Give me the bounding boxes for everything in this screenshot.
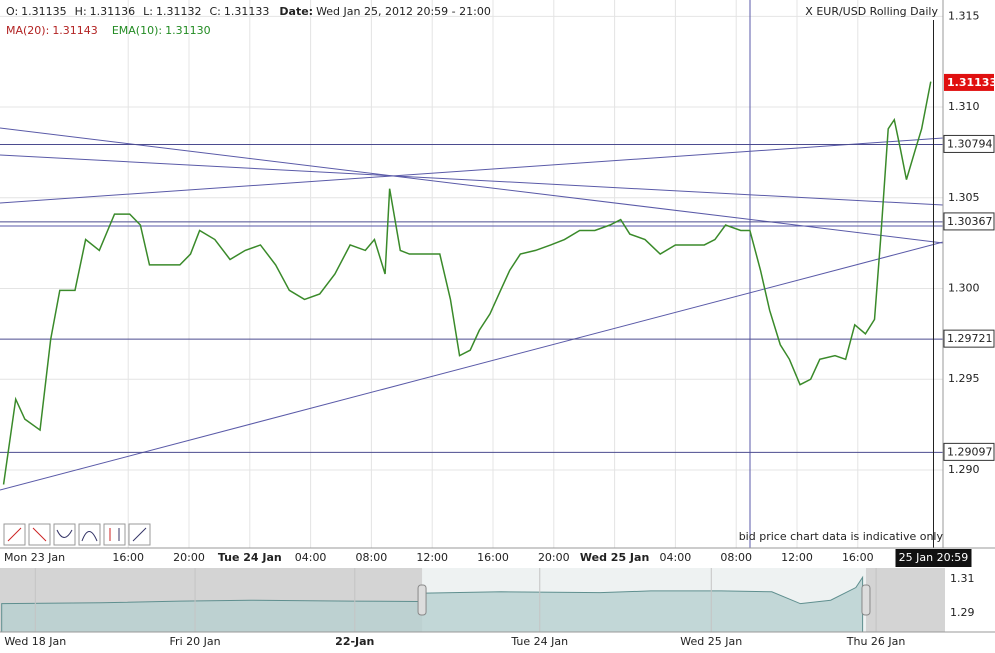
navigator-x-label: 22-Jan [335,635,374,648]
chart-title: X EUR/USD Rolling Daily [805,5,938,18]
y-tick-label: 1.295 [948,372,980,385]
level-tag [943,442,995,461]
ohlc-value: 1.31135 [21,5,67,18]
navigator-x-label: Tue 24 Jan [510,635,568,648]
navigator-x-label: Fri 20 Jan [170,635,221,648]
level-tag [943,329,995,348]
trend-line [0,127,944,244]
x-tick-label: 12:00 [781,551,813,564]
fib-tool-button[interactable] [103,523,126,546]
x-tick-label: 04:00 [295,551,327,564]
toolbar [3,523,151,546]
arrow-tool-button[interactable] [28,523,51,546]
indicator-legend: MA(20): 1.31143 EMA(10): 1.31130 [6,24,211,37]
trend-line [0,154,944,206]
navigator-y-label: 1.31 [950,572,975,585]
ohlc-label: O: [6,5,18,18]
navigator-handle[interactable] [417,584,427,616]
curve-tool-button[interactable] [53,523,76,546]
navigator-x-label: Thu 26 Jan [846,635,906,648]
plot [0,20,943,548]
grid [0,0,943,548]
y-tick-label: 1.305 [948,191,980,204]
cursor-tag [895,549,972,567]
arc-tool-button[interactable] [78,523,101,546]
ohlc-value: 1.31133 [224,5,270,18]
navigator-handle[interactable] [861,584,871,616]
x-tick-label: 16:00 [842,551,874,564]
navigator-x-label: Wed 18 Jan [4,635,66,648]
y-tick-label: 1.290 [948,463,980,476]
x-tick-label: 08:00 [720,551,752,564]
navigator-x-label: Wed 25 Jan [680,635,742,648]
price-label: 1.31133 [947,76,995,89]
level-label: 1.30794 [947,137,993,150]
x-tick-label: 20:00 [173,551,205,564]
level-tag [943,212,995,231]
navigator [1,568,877,633]
navigator-area [1,575,864,633]
level-label: 1.29097 [947,445,993,458]
indicator-label: EMA(10): [112,24,162,37]
ohlc-label: C: [210,5,221,18]
indicator-label: MA(20): [6,24,49,37]
x-tick-label: 12:00 [416,551,448,564]
ohlc-label: L: [143,5,153,18]
ohlc-value: 1.31136 [90,5,136,18]
x-tick-label: 04:00 [660,551,692,564]
cursor-label: 25 Jan 20:59 [899,551,969,564]
x-tick-label: 20:00 [538,551,570,564]
x-tick-label: 16:00 [477,551,509,564]
level-label: 1.29721 [947,332,993,345]
date-label: Date: [279,5,313,18]
indicator-value: 1.31130 [165,24,211,37]
x-tick-label: Wed 25 Jan [580,551,649,564]
trend-tool-button[interactable] [3,523,26,546]
footer-note: bid price chart data is indicative only [739,530,944,543]
level-tag [943,134,995,153]
trend-line [0,137,944,204]
percent-tool-button[interactable] [128,523,151,546]
x-tick-label: Tue 24 Jan [218,551,282,564]
ohlc-label: H: [75,5,87,18]
x-tick-label: 08:00 [356,551,388,564]
x-start-label: Mon 23 Jan [4,551,65,564]
trend-line [0,241,944,491]
y-tick-label: 1.315 [948,9,980,22]
trend-lines [0,0,944,548]
price-line [2,81,932,485]
price-tag [944,73,994,91]
navigator-axis [945,568,995,632]
ohlc-header: O: 1.31135 H: 1.31136 L: 1.31132 C: 1.31133 Date… [6,5,491,18]
y-tick-label: 1.300 [948,282,980,295]
ohlc-value: 1.31132 [156,5,202,18]
date-value: Wed Jan 25, 2012 20:59 - 21:00 [316,5,491,18]
indicator-value: 1.31143 [52,24,98,37]
y-tick-label: 1.310 [948,100,980,113]
level-label: 1.30367 [947,215,993,228]
x-tick-label: 16:00 [112,551,144,564]
navigator-y-label: 1.29 [950,606,975,619]
